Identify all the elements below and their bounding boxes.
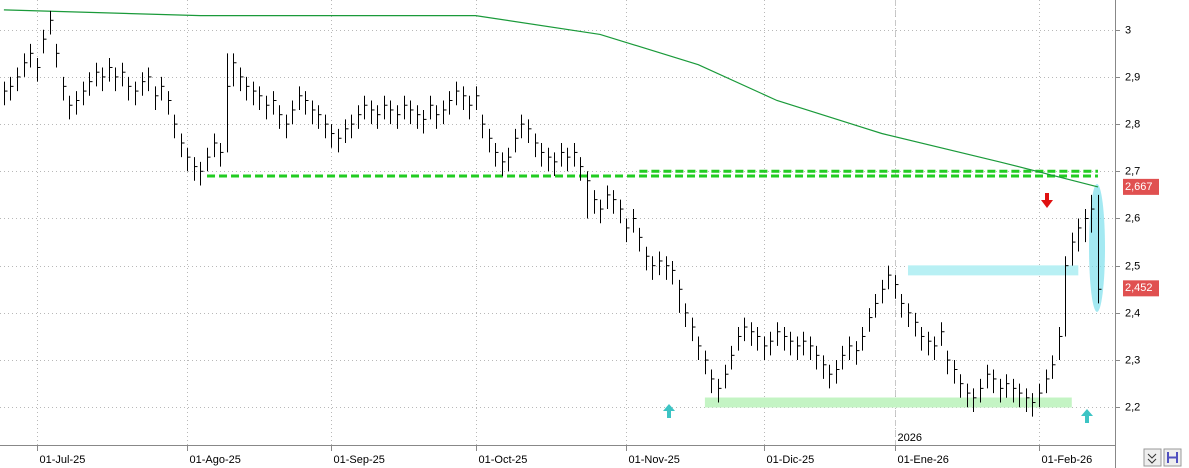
y-tick-label: 2,3 [1125, 354, 1140, 366]
up-arrow [663, 404, 675, 418]
price-label-box [1123, 280, 1159, 297]
down-arrow [1041, 193, 1053, 208]
x-tick-label: 01-Dic-25 [767, 454, 815, 466]
up-arrow [1081, 409, 1093, 423]
moving-average [3, 9, 1099, 188]
y-tick-label: 2,4 [1125, 307, 1140, 319]
y-tick-label: 2,9 [1125, 71, 1140, 83]
x-tick-label: 01-Ene-26 [898, 454, 949, 466]
y-tick-label: 2,5 [1125, 260, 1140, 272]
year-label: 2026 [898, 432, 922, 444]
y-tick-label: 2,7 [1125, 165, 1140, 177]
highlight-ellipse [1089, 184, 1105, 312]
chevron-icon [1147, 453, 1157, 464]
x-tick-label: 01-Nov-25 [629, 454, 680, 466]
x-tick-label: 01-Oct-25 [479, 454, 528, 466]
x-tick-label: 01-Feb-26 [1042, 454, 1093, 466]
y-tick-label: 2,8 [1125, 118, 1140, 130]
price-label-box [1123, 178, 1159, 195]
y-tick-label: 3 [1125, 24, 1131, 36]
y-tick-label: 2,2 [1125, 401, 1140, 413]
x-tick-label: 01-Jul-25 [40, 454, 86, 466]
x-tick-label: 01-Ago-25 [190, 454, 241, 466]
nav-buttons [1143, 448, 1182, 467]
h-icon [1167, 452, 1178, 463]
x-tick-label: 01-Sep-25 [334, 454, 385, 466]
price-label: 2,452 [1125, 282, 1153, 294]
y-tick-label: 2,6 [1125, 212, 1140, 224]
price-label: 2,667 [1125, 181, 1153, 193]
